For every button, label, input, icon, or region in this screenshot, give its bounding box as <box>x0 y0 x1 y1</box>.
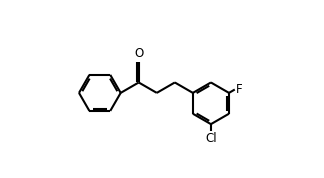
Text: F: F <box>236 83 242 96</box>
Text: O: O <box>134 47 143 60</box>
Text: Cl: Cl <box>205 132 217 145</box>
